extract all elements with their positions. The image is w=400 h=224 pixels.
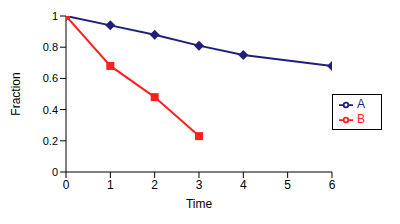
svg-text:5: 5 xyxy=(284,178,291,192)
html-text:B: B xyxy=(357,112,365,126)
svg-text:0.8: 0.8 xyxy=(43,41,58,53)
html-text:A: A xyxy=(357,97,365,112)
svg-text:0.2: 0.2 xyxy=(43,135,58,147)
svg-text:4: 4 xyxy=(240,178,247,192)
svg-text:0: 0 xyxy=(63,178,70,192)
svg-text:0.4: 0.4 xyxy=(43,104,58,116)
svg-text:Fraction: Fraction xyxy=(9,72,23,115)
svg-text:6: 6 xyxy=(329,178,336,192)
svg-text:3: 3 xyxy=(196,178,203,192)
svg-text:2: 2 xyxy=(151,178,158,192)
svg-text:0: 0 xyxy=(52,166,58,178)
svg-text:1: 1 xyxy=(107,178,114,192)
svg-text:0.6: 0.6 xyxy=(43,72,58,84)
svg-text:Time: Time xyxy=(186,197,213,211)
svg-text:1: 1 xyxy=(52,10,58,22)
